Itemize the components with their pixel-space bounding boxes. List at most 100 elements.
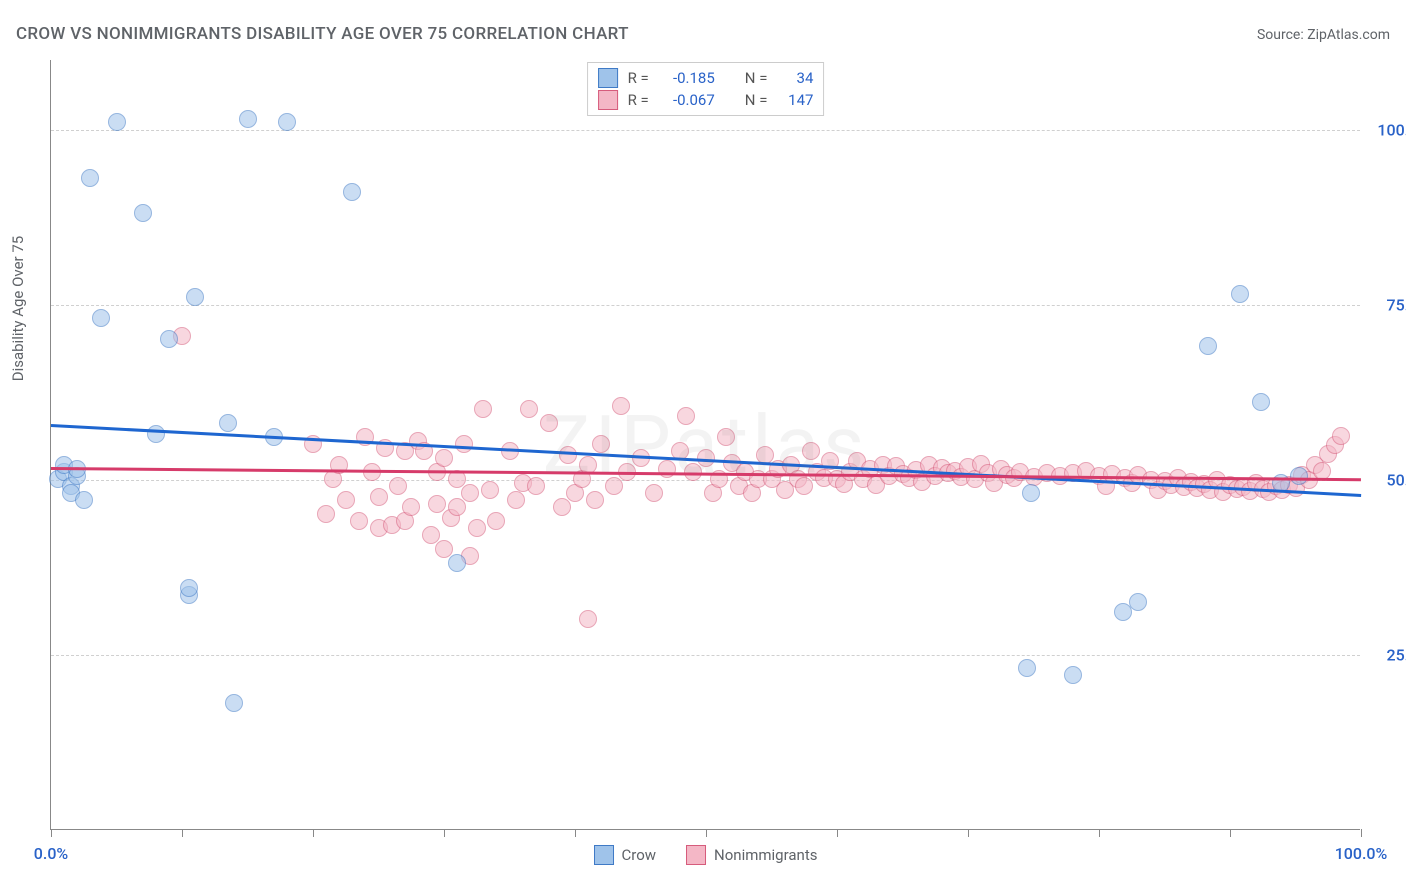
- scatter-point: [527, 477, 545, 495]
- x-tick: [575, 829, 576, 837]
- scatter-point: [592, 435, 610, 453]
- scatter-point: [448, 498, 466, 516]
- scatter-point: [507, 491, 525, 509]
- r-label: R =: [628, 69, 649, 87]
- scatter-point: [317, 505, 335, 523]
- scatter-point: [579, 610, 597, 628]
- r-value: -0.067: [659, 91, 715, 109]
- scatter-point: [605, 477, 623, 495]
- x-tick: [1099, 829, 1100, 837]
- scatter-point: [717, 428, 735, 446]
- gridline: [51, 655, 1360, 656]
- n-label: N =: [745, 91, 768, 109]
- scatter-point: [586, 491, 604, 509]
- chart-source: Source: ZipAtlas.com: [1257, 27, 1390, 43]
- scatter-point: [1290, 467, 1308, 485]
- x-tick-label: 0.0%: [34, 844, 68, 863]
- source-label: Source:: [1257, 27, 1307, 43]
- chart-header: CROW VS NONIMMIGRANTS DISABILITY AGE OVE…: [16, 24, 1390, 44]
- legend-stats: R = -0.185 N = 34 R = -0.067 N = 147: [587, 62, 825, 116]
- x-tick: [968, 829, 969, 837]
- legend-label: Nonimmigrants: [714, 846, 817, 864]
- scatter-point: [520, 400, 538, 418]
- scatter-chart: ZIPatlas 25.0%50.0%75.0%100.0%0.0%100.0%…: [50, 60, 1360, 830]
- scatter-point: [343, 183, 361, 201]
- scatter-point: [1114, 603, 1132, 621]
- x-tick: [182, 829, 183, 837]
- n-label: N =: [745, 69, 768, 87]
- scatter-point: [92, 309, 110, 327]
- x-tick: [1230, 829, 1231, 837]
- scatter-point: [370, 488, 388, 506]
- scatter-point: [389, 477, 407, 495]
- legend-swatch: [598, 68, 618, 88]
- legend-stats-row: R = -0.067 N = 147: [598, 89, 814, 111]
- scatter-point: [455, 435, 473, 453]
- scatter-point: [1064, 666, 1082, 684]
- scatter-point: [402, 498, 420, 516]
- legend-item: Nonimmigrants: [686, 845, 817, 865]
- scatter-point: [147, 425, 165, 443]
- scatter-point: [540, 414, 558, 432]
- scatter-point: [278, 113, 296, 131]
- scatter-point: [1129, 593, 1147, 611]
- scatter-point: [677, 407, 695, 425]
- scatter-point: [1199, 337, 1217, 355]
- scatter-point: [337, 491, 355, 509]
- legend-stats-row: R = -0.185 N = 34: [598, 67, 814, 89]
- legend-swatch: [594, 845, 614, 865]
- legend-series: Crow Nonimmigrants: [594, 845, 818, 865]
- scatter-point: [186, 288, 204, 306]
- scatter-point: [239, 110, 257, 128]
- legend-label: Crow: [622, 846, 657, 864]
- scatter-point: [180, 579, 198, 597]
- x-tick: [706, 829, 707, 837]
- scatter-point: [481, 481, 499, 499]
- y-tick-label: 25.0%: [1370, 646, 1406, 665]
- scatter-point: [612, 397, 630, 415]
- gridline: [51, 130, 1360, 131]
- x-tick: [1361, 829, 1362, 837]
- r-label: R =: [628, 91, 649, 109]
- scatter-point: [160, 330, 178, 348]
- n-value: 34: [777, 69, 813, 87]
- scatter-point: [553, 498, 571, 516]
- legend-swatch: [686, 845, 706, 865]
- scatter-point: [435, 449, 453, 467]
- r-value: -0.185: [659, 69, 715, 87]
- legend-swatch: [598, 90, 618, 110]
- scatter-point: [448, 554, 466, 572]
- scatter-point: [468, 519, 486, 537]
- scatter-point: [108, 113, 126, 131]
- source-name: ZipAtlas.com: [1307, 27, 1390, 43]
- x-tick-label: 100.0%: [1335, 844, 1388, 863]
- y-tick-label: 75.0%: [1370, 296, 1406, 315]
- y-tick-label: 100.0%: [1370, 121, 1406, 140]
- x-tick: [313, 829, 314, 837]
- x-tick: [837, 829, 838, 837]
- scatter-point: [645, 484, 663, 502]
- legend-item: Crow: [594, 845, 657, 865]
- scatter-point: [487, 512, 505, 530]
- x-tick: [444, 829, 445, 837]
- scatter-point: [1231, 285, 1249, 303]
- chart-title: CROW VS NONIMMIGRANTS DISABILITY AGE OVE…: [16, 24, 629, 44]
- scatter-point: [350, 512, 368, 530]
- scatter-point: [219, 414, 237, 432]
- scatter-point: [1022, 484, 1040, 502]
- scatter-point: [81, 169, 99, 187]
- scatter-point: [802, 442, 820, 460]
- scatter-point: [225, 694, 243, 712]
- scatter-point: [795, 477, 813, 495]
- n-value: 147: [777, 91, 813, 109]
- scatter-point: [1252, 393, 1270, 411]
- scatter-point: [134, 204, 152, 222]
- x-tick: [51, 829, 52, 837]
- scatter-point: [1018, 659, 1036, 677]
- scatter-point: [461, 484, 479, 502]
- scatter-point: [474, 400, 492, 418]
- scatter-point: [75, 491, 93, 509]
- y-tick-label: 50.0%: [1370, 471, 1406, 490]
- y-axis-label: Disability Age Over 75: [9, 236, 27, 381]
- scatter-point: [1332, 427, 1350, 445]
